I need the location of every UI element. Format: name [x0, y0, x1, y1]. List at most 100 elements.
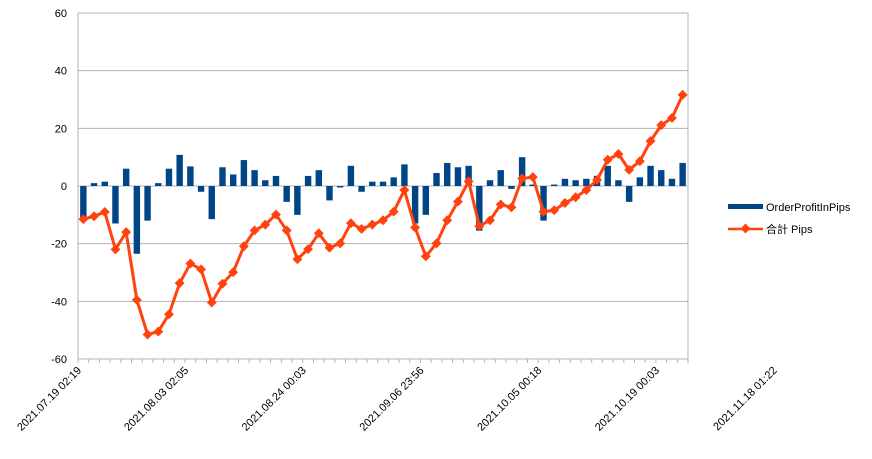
bar	[90, 183, 98, 186]
bar	[433, 173, 440, 186]
line-point	[666, 113, 677, 123]
line-point	[378, 215, 388, 226]
line-point	[506, 202, 517, 213]
line-point	[281, 225, 292, 236]
bar	[390, 177, 397, 186]
line-point	[463, 176, 474, 187]
line-point	[99, 207, 110, 217]
line-point	[538, 206, 549, 217]
line-point	[174, 278, 185, 289]
line-point	[677, 89, 688, 100]
line-point	[196, 264, 207, 275]
line-point	[249, 225, 260, 236]
bar	[262, 180, 269, 186]
bar	[422, 186, 430, 215]
bar	[122, 168, 130, 186]
bar	[486, 180, 494, 186]
line-point	[442, 215, 453, 226]
x-tick-label: 2021.10.19 00:03	[593, 365, 662, 434]
bar	[497, 170, 504, 186]
legend-swatch-bar	[728, 204, 763, 209]
line-series	[78, 89, 688, 340]
x-tick-label: 2021.07.19 02:19	[15, 365, 84, 434]
line-point	[656, 120, 667, 131]
legend-label-line: 合計 Pips	[766, 222, 813, 236]
line-point	[228, 267, 239, 278]
legend: OrderProfitInPips 合計 Pips	[728, 202, 851, 236]
bar	[476, 186, 483, 231]
line-point	[313, 228, 324, 239]
bar	[465, 165, 472, 186]
bar	[647, 165, 654, 186]
bar	[197, 186, 205, 192]
line-point	[303, 244, 314, 255]
bar	[401, 164, 408, 186]
bar	[604, 165, 611, 186]
bar	[625, 186, 633, 202]
line-point	[335, 238, 346, 249]
line-point	[260, 219, 271, 230]
x-tick-label: 2021.11.18 01:22	[711, 365, 779, 433]
line-point	[131, 294, 142, 305]
line-point	[431, 238, 442, 249]
line-point	[624, 164, 635, 175]
line-point	[549, 205, 560, 216]
bar	[561, 178, 569, 186]
line-point	[517, 173, 528, 184]
bar	[615, 180, 622, 186]
bar	[551, 184, 558, 186]
bar	[636, 177, 644, 186]
line-point	[645, 136, 656, 146]
y-tick-label: 0	[61, 181, 67, 193]
y-tick-label: -20	[51, 239, 67, 251]
y-tick-label: 40	[55, 66, 67, 78]
line-point	[78, 214, 89, 225]
bar	[112, 186, 119, 224]
line-point	[185, 258, 196, 269]
line-point	[474, 221, 485, 232]
bar	[229, 174, 237, 186]
x-tick-label: 2021.08.03 02:05	[122, 365, 191, 434]
legend-label-bar: OrderProfitInPips	[766, 202, 851, 214]
bar	[444, 162, 451, 186]
bar-series	[80, 154, 686, 254]
line-point	[121, 227, 132, 238]
bar	[219, 167, 226, 186]
x-tick-label: 2021.08.24 00:03	[240, 365, 309, 434]
line-point	[559, 198, 570, 208]
y-tick-label: -40	[51, 296, 67, 308]
y-axis: 60 40 20 0 -20 -40 -60	[51, 8, 67, 366]
line-point	[399, 185, 410, 195]
x-tick-label: 2021.09.06 23:56	[358, 365, 427, 434]
bar	[80, 186, 87, 220]
line-point	[420, 251, 431, 262]
y-tick-label: -60	[51, 354, 67, 366]
line-point	[570, 192, 581, 203]
bar	[315, 170, 322, 186]
line-point	[452, 196, 463, 207]
bar	[583, 178, 590, 186]
bar	[540, 186, 547, 221]
bar	[304, 175, 312, 186]
line-point	[89, 211, 100, 222]
y-tick-label: 60	[55, 8, 67, 20]
bar	[155, 183, 162, 186]
bar	[369, 181, 376, 186]
line-point	[602, 154, 613, 165]
bar	[294, 186, 301, 215]
legend-swatch-marker	[740, 223, 751, 234]
bar	[208, 186, 215, 220]
bar	[529, 184, 537, 186]
bar	[272, 175, 280, 186]
bar	[518, 157, 526, 186]
bar	[176, 154, 183, 186]
bar	[133, 186, 141, 254]
bar	[187, 166, 194, 186]
bar	[358, 186, 365, 192]
bar	[379, 181, 387, 186]
x-axis: 2021.07.19 02:19 2021.08.03 02:05 2021.08.…	[15, 359, 780, 434]
bar	[454, 167, 462, 186]
bar	[283, 186, 290, 202]
bar	[679, 162, 686, 186]
